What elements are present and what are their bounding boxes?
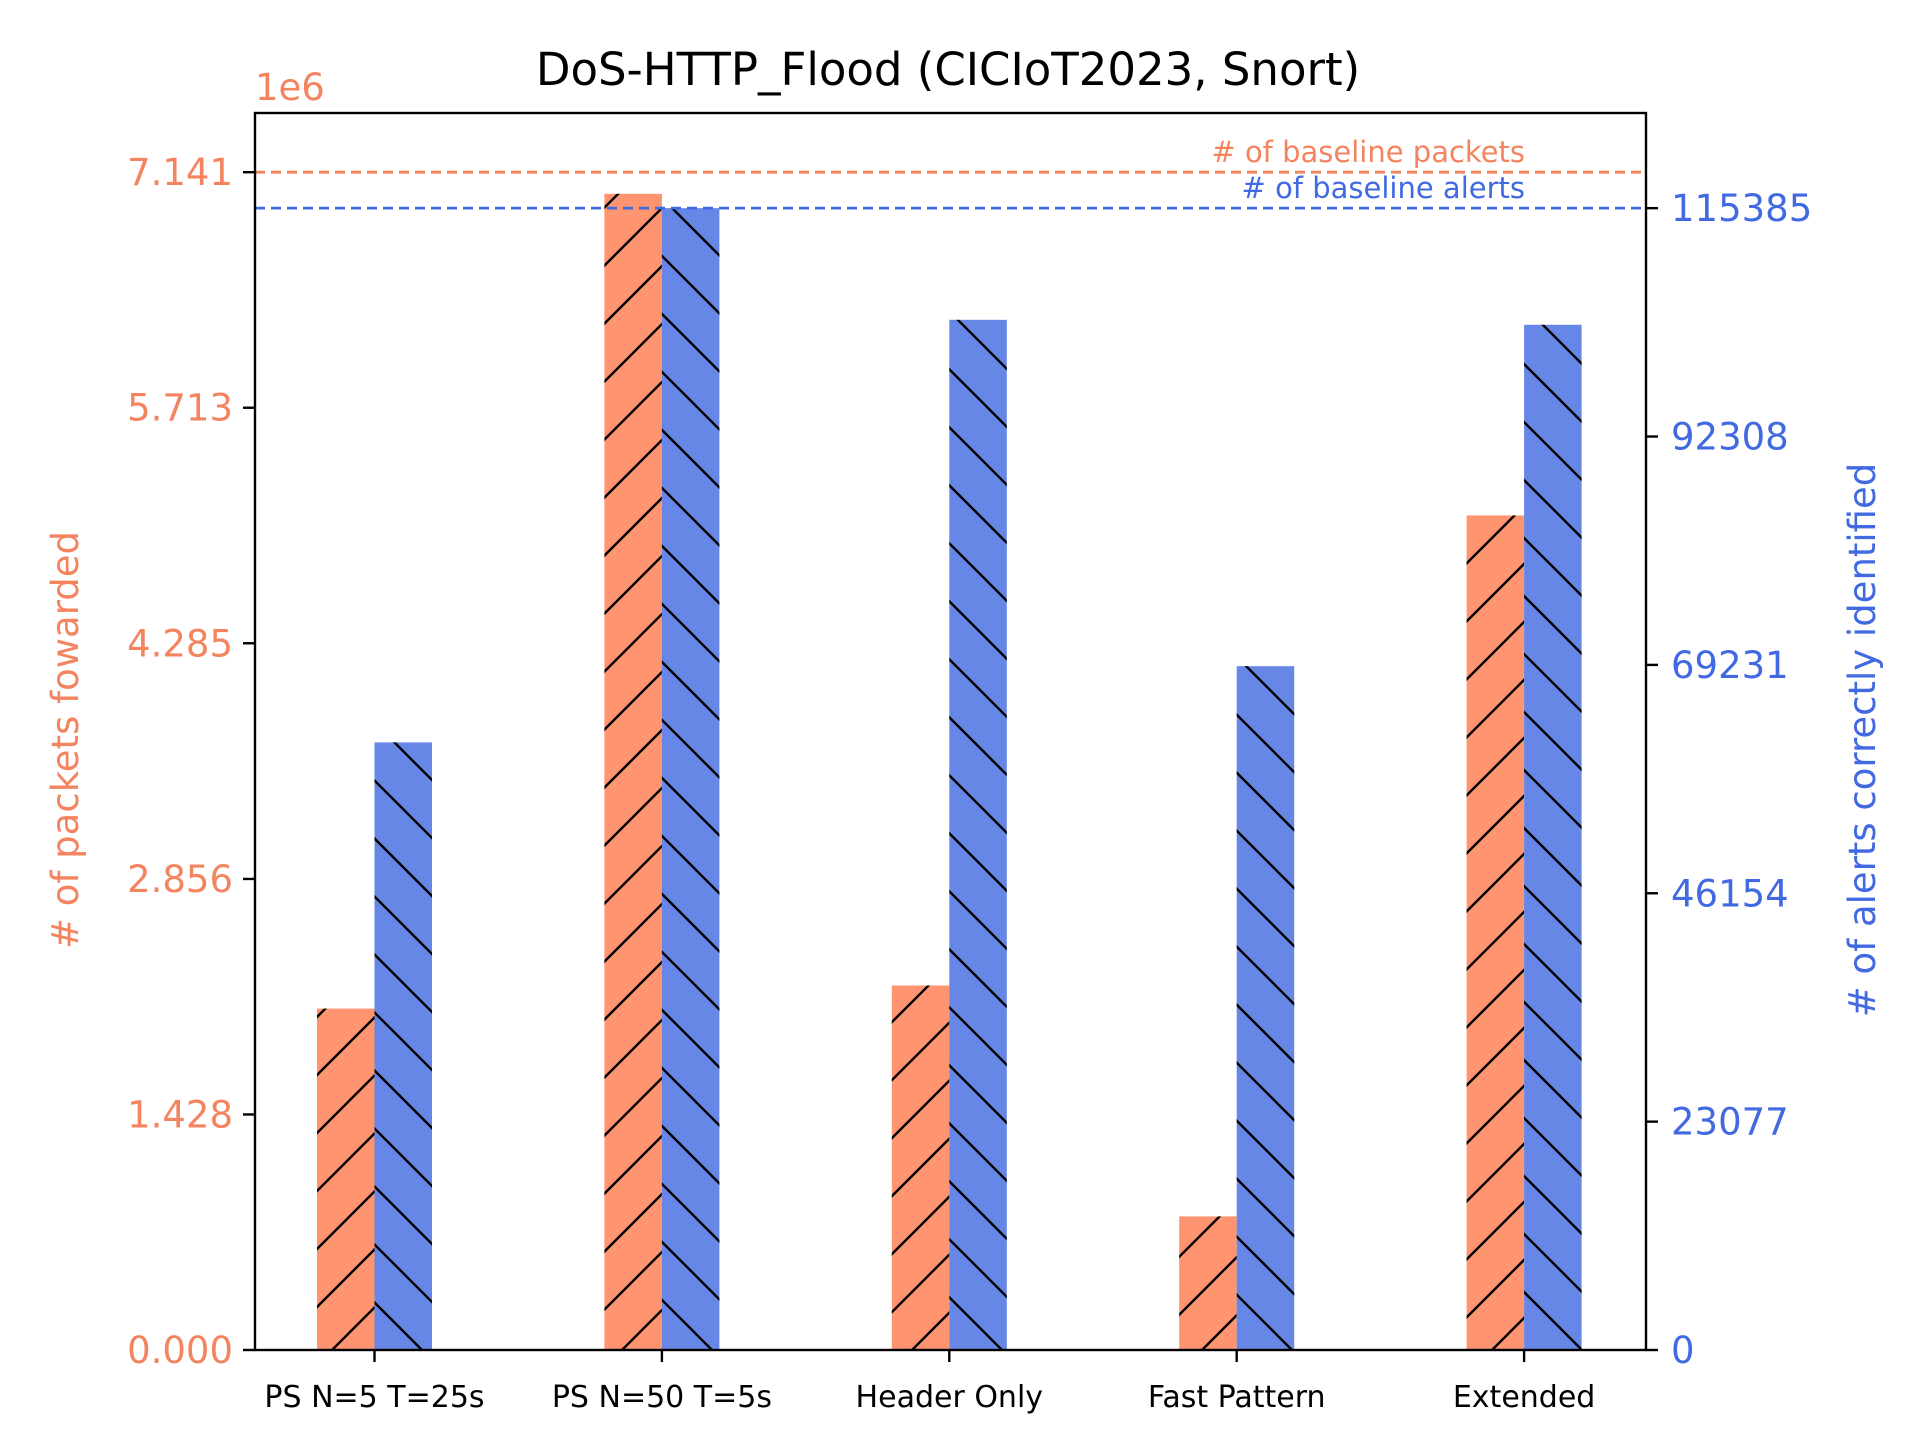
x-tick-label-1: PS N=50 T=5s	[552, 1380, 772, 1415]
left-tick-label-5: 7.141	[127, 151, 233, 194]
x-tick-label-3: Fast Pattern	[1148, 1380, 1326, 1415]
plot-frame	[253, 111, 1648, 1352]
left-tick-label-1: 1.428	[127, 1093, 233, 1136]
reference-line-label-1: # of baseline alerts	[1242, 171, 1525, 205]
bars-group	[317, 193, 1582, 1351]
bar-hatch-packets-4	[1466, 515, 1525, 1350]
bar-hatch-packets-3	[1179, 1216, 1237, 1350]
bar-hatch-packets-2	[891, 985, 950, 1350]
bar-hatch-alerts-3	[1236, 666, 1295, 1350]
right-tick-label-1: 23077	[1671, 1101, 1789, 1144]
x-tick-label-2: Header Only	[856, 1380, 1044, 1415]
left-axis-label: # of packets fowarded	[44, 531, 87, 949]
bar-hatch-alerts-2	[949, 319, 1007, 1350]
right-axis-label: # of alerts correctly identified	[1841, 463, 1884, 1017]
right-tick-label-2: 46154	[1671, 872, 1789, 915]
bar-hatch-alerts-4	[1524, 324, 1582, 1350]
left-tick-label-3: 4.285	[127, 622, 233, 665]
left-tick-label-0: 0.000	[127, 1329, 233, 1372]
right-tick-label-4: 92308	[1671, 416, 1789, 459]
bar-hatch-packets-0	[317, 1008, 375, 1350]
left-tick-label-2: 2.856	[127, 858, 233, 901]
chart-title: DoS-HTTP_Flood (CICIoT2023, Snort)	[536, 43, 1360, 96]
x-tick-label-0: PS N=5 T=25s	[264, 1380, 484, 1415]
x-tick-label-4: Extended	[1453, 1380, 1596, 1415]
bar-hatch-packets-1	[604, 193, 662, 1350]
left-tick-label-4: 5.713	[127, 387, 233, 430]
reference-line-label-0: # of baseline packets	[1211, 135, 1525, 169]
right-tick-label-0: 0	[1671, 1329, 1695, 1372]
bar-hatch-alerts-1	[661, 208, 720, 1351]
right-tick-label-3: 69231	[1671, 644, 1789, 687]
reference-lines-group: # of baseline packets# of baseline alert…	[255, 135, 1646, 210]
bar-hatch-alerts-0	[374, 742, 432, 1350]
right-tick-label-5: 115385	[1671, 187, 1812, 230]
left-axis-multiplier: 1e6	[255, 66, 325, 109]
axis-ticks-group: 0.000 1.428 2.856 4.285 5.713 7.141 0 23077 4615…	[127, 151, 1812, 1415]
